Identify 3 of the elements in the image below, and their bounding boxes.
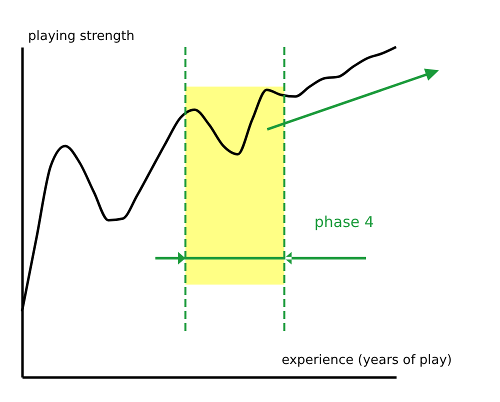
x-axis-title: experience (years of play) xyxy=(282,353,452,368)
annotation: phase 4 xyxy=(314,212,374,231)
y-axis-title: playing strength xyxy=(28,29,135,44)
